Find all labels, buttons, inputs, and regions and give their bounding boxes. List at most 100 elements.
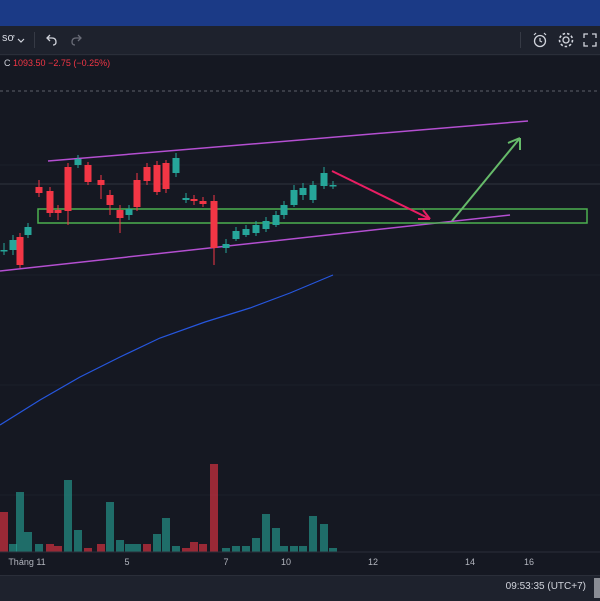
- candle-body: [299, 188, 307, 195]
- channel-lower-line[interactable]: [0, 214, 511, 272]
- volume-bar: [54, 546, 62, 552]
- candle-body: [97, 180, 105, 185]
- volume-bar: [272, 528, 280, 552]
- volume-bar: [182, 548, 190, 552]
- gear-icon[interactable]: [556, 30, 576, 50]
- candle-body: [252, 225, 260, 233]
- volume-bar: [0, 512, 8, 552]
- volume-bar: [116, 540, 124, 552]
- moving-average-line[interactable]: [0, 274, 334, 426]
- ohlc-legend: C 1093.50 −2.75 (−0.25%): [4, 58, 110, 68]
- candle-body: [153, 165, 161, 192]
- volume-bar: [162, 518, 170, 552]
- volume-bar: [190, 542, 198, 552]
- candle-body: [172, 158, 180, 173]
- volume-bar: [133, 544, 141, 552]
- chart-toolbar: sơ: [0, 26, 600, 55]
- candle-body: [16, 237, 24, 265]
- chart-pane[interactable]: Tháng 11 5 7 10 12 14 16: [0, 54, 600, 575]
- redo-icon[interactable]: [66, 30, 86, 50]
- symbol-interval-label[interactable]: sơ: [2, 32, 15, 44]
- volume-bar: [106, 502, 114, 552]
- time-axis-label: Tháng 11: [8, 557, 45, 567]
- candle-body: [280, 205, 288, 215]
- time-axis-label: 12: [368, 557, 378, 567]
- time-axis-label: 14: [465, 557, 475, 567]
- candle-body: [125, 209, 133, 215]
- candle-body: [162, 163, 170, 189]
- candle-body: [106, 195, 114, 205]
- support-zone-rect[interactable]: [37, 208, 588, 224]
- volume-bar: [210, 464, 218, 552]
- chevron-down-icon[interactable]: [14, 30, 34, 50]
- candle-body: [210, 201, 218, 248]
- volume-bar: [84, 548, 92, 552]
- close-label: C: [4, 58, 11, 68]
- volume-bar: [299, 546, 307, 552]
- volume-bars: [0, 464, 337, 552]
- volume-bar: [199, 544, 207, 552]
- candle-body: [143, 167, 151, 181]
- candle-body: [190, 199, 198, 201]
- window-top-strip: [0, 0, 600, 26]
- candle-body: [290, 190, 298, 205]
- time-axis-label: 5: [124, 557, 129, 567]
- candle-body: [54, 210, 62, 213]
- candle-body: [64, 167, 72, 211]
- status-scroll-handle[interactable]: [594, 578, 600, 598]
- candle-body: [320, 173, 328, 186]
- candle-body: [262, 221, 270, 229]
- volume-bar: [125, 544, 133, 552]
- volume-bar: [143, 544, 151, 552]
- volume-bar: [24, 532, 32, 552]
- candle-body: [242, 229, 250, 235]
- candle-body: [0, 250, 8, 252]
- candle-body: [309, 185, 317, 200]
- candle-body: [222, 244, 230, 248]
- toolbar-divider: [520, 32, 521, 48]
- volume-bar: [153, 534, 161, 552]
- candlesticks: [0, 153, 337, 268]
- volume-bar: [329, 548, 337, 552]
- volume-bar: [172, 546, 180, 552]
- candle-body: [46, 191, 54, 213]
- close-value: 1093.50: [13, 58, 46, 68]
- volume-bar: [252, 538, 260, 552]
- chart-grid: [0, 54, 600, 496]
- price-chart-canvas[interactable]: Tháng 11 5 7 10 12 14 16: [0, 54, 600, 575]
- candle-body: [272, 215, 280, 225]
- volume-bar: [232, 546, 240, 552]
- volume-bar: [290, 546, 298, 552]
- candle-body: [199, 201, 207, 204]
- pullback-arrow-line[interactable]: [331, 170, 431, 220]
- candle-body: [182, 198, 190, 200]
- breakout-arrow-line[interactable]: [451, 137, 521, 222]
- time-axis-labels: Tháng 11 5 7 10 12 14 16: [8, 557, 534, 567]
- candle-body: [9, 240, 17, 250]
- candle-body: [84, 165, 92, 182]
- volume-bar: [16, 492, 24, 552]
- breakout-arrow-head: [507, 137, 521, 150]
- fullscreen-icon[interactable]: [580, 30, 600, 50]
- volume-bar: [35, 544, 43, 552]
- volume-bar: [222, 548, 230, 552]
- status-bar: 09:53:35 (UTC+7): [0, 575, 600, 601]
- clock-timezone[interactable]: 09:53:35 (UTC+7): [505, 581, 586, 592]
- time-axis-label: 7: [223, 557, 228, 567]
- volume-bar: [262, 514, 270, 552]
- volume-bar: [46, 544, 54, 552]
- candle-body: [133, 180, 141, 207]
- candle-body: [329, 185, 337, 187]
- undo-icon[interactable]: [42, 30, 62, 50]
- volume-bar: [280, 546, 288, 552]
- price-change: −2.75 (−0.25%): [48, 58, 111, 68]
- candle-body: [116, 210, 124, 218]
- time-axis-label: 10: [281, 557, 291, 567]
- volume-bar: [64, 480, 72, 552]
- volume-bar: [320, 524, 328, 552]
- alarm-clock-icon[interactable]: [530, 30, 550, 50]
- channel-upper-line[interactable]: [47, 120, 529, 162]
- volume-bar: [9, 544, 17, 552]
- candle-body: [24, 227, 32, 235]
- toolbar-divider: [34, 32, 35, 48]
